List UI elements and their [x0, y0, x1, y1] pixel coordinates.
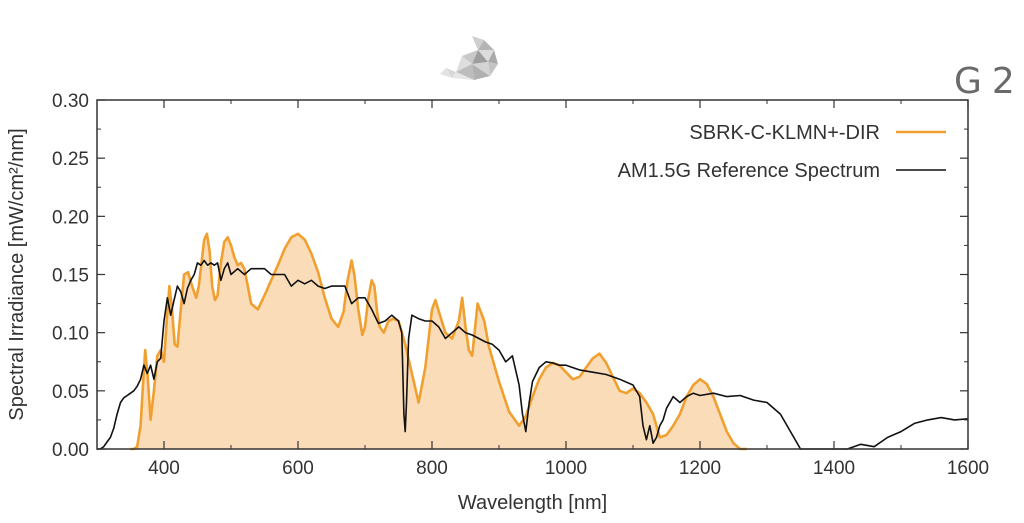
legend-label-am15g: AM1.5G Reference Spectrum	[618, 160, 880, 182]
x-tick-label: 800	[416, 458, 448, 479]
series-fill-0	[130, 233, 747, 449]
x-tick-label: 600	[282, 458, 314, 479]
y-tick-label: 0.00	[52, 440, 89, 461]
series-line-1	[97, 259, 969, 450]
y-tick-label: 0.05	[52, 382, 89, 403]
x-tick-label: 1600	[947, 458, 989, 479]
y-axis-label: Spectral Irradiance [mW/cm²/nm]	[6, 128, 28, 420]
legend-label-sbrk: SBRK-C-KLMN+-DIR	[689, 122, 880, 144]
x-tick-label: 1000	[545, 458, 587, 479]
y-tick-label: 0.25	[52, 149, 89, 170]
x-tick-label: 400	[148, 458, 180, 479]
y-tick-label: 0.15	[52, 266, 89, 287]
x-tick-label: 1400	[813, 458, 855, 479]
series-line-0	[130, 232, 747, 451]
y-tick-label: 0.30	[52, 91, 89, 112]
y-tick-label: 0.20	[52, 207, 89, 228]
logo-text: G2V	[954, 61, 1024, 102]
g2v-logo: G2V	[432, 28, 1024, 102]
geodesic-sphere-icon	[440, 36, 498, 80]
y-tick-label: 0.10	[52, 324, 89, 345]
plot-series	[97, 232, 969, 451]
legend: SBRK-C-KLMN+-DIR AM1.5G Reference Spectr…	[618, 122, 946, 182]
x-tick-label: 1200	[679, 458, 721, 479]
axis-ticks: 400 600 800 1000 1200 1400 1600 0.00 0.05 0.10 0.1…	[52, 91, 989, 479]
x-axis-label: Wavelength [nm]	[458, 492, 607, 514]
